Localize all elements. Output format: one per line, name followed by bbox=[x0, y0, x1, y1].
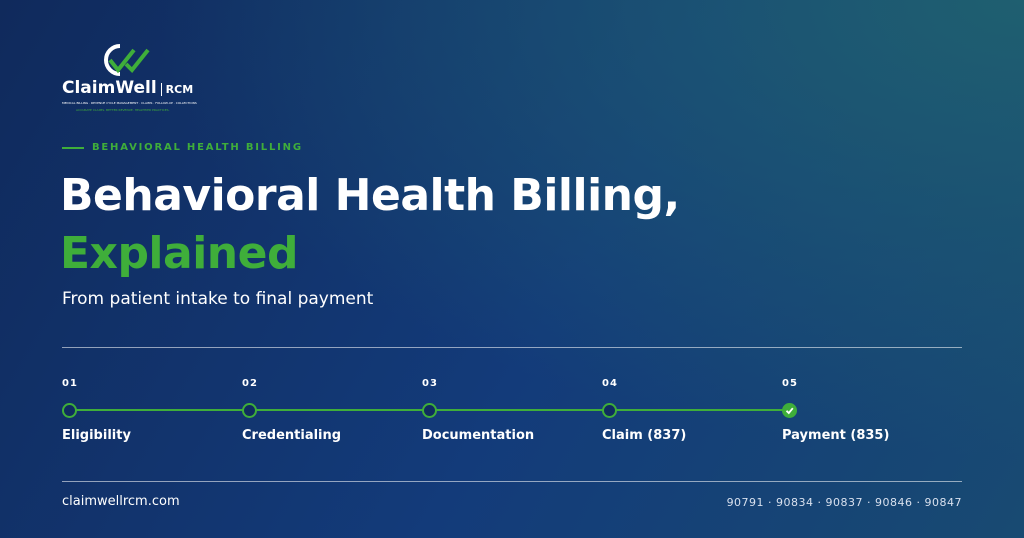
step-label: Eligibility bbox=[62, 428, 131, 443]
logo-suffix: RCM bbox=[160, 83, 194, 96]
divider bbox=[62, 347, 962, 348]
step-label: Claim (837) bbox=[602, 428, 687, 443]
step-dot bbox=[62, 403, 77, 418]
step-dot bbox=[602, 403, 617, 418]
footer-codes: 90791 · 90834 · 90837 · 90846 · 90847 bbox=[726, 496, 962, 509]
eyebrow-line bbox=[62, 147, 84, 149]
logo-mark bbox=[104, 44, 150, 76]
logo-text: ClaimWell RCM bbox=[62, 78, 194, 98]
step-number: 01 bbox=[62, 378, 78, 389]
step-dot bbox=[242, 403, 257, 418]
step-number: 05 bbox=[782, 378, 798, 389]
step-number: 02 bbox=[242, 378, 258, 389]
step-dot bbox=[782, 403, 797, 418]
step-number: 03 bbox=[422, 378, 438, 389]
logo: ClaimWell RCM MEDICAL BILLING · REVENUE C… bbox=[62, 40, 202, 118]
logo-tagline: ACCURATE CLAIMS. BETTER REVENUE. HEALTHI… bbox=[76, 108, 170, 112]
divider bbox=[62, 481, 962, 482]
footer-url: claimwellrcm.com bbox=[62, 494, 180, 509]
step-label: Payment (835) bbox=[782, 428, 890, 443]
check-icon bbox=[785, 407, 794, 415]
step-number: 04 bbox=[602, 378, 618, 389]
title-highlight: Explained bbox=[60, 228, 298, 279]
subtitle: From patient intake to final payment bbox=[62, 289, 374, 309]
logo-name: ClaimWell bbox=[62, 78, 157, 98]
title: Behavioral Health Billing, bbox=[60, 170, 680, 221]
eyebrow: BEHAVIORAL HEALTH BILLING bbox=[92, 142, 303, 153]
step-label: Documentation bbox=[422, 428, 535, 443]
step-dot bbox=[422, 403, 437, 418]
step-label: Credentialing bbox=[242, 428, 342, 443]
logo-services: MEDICAL BILLING · REVENUE CYCLE MANAGEME… bbox=[62, 101, 197, 105]
